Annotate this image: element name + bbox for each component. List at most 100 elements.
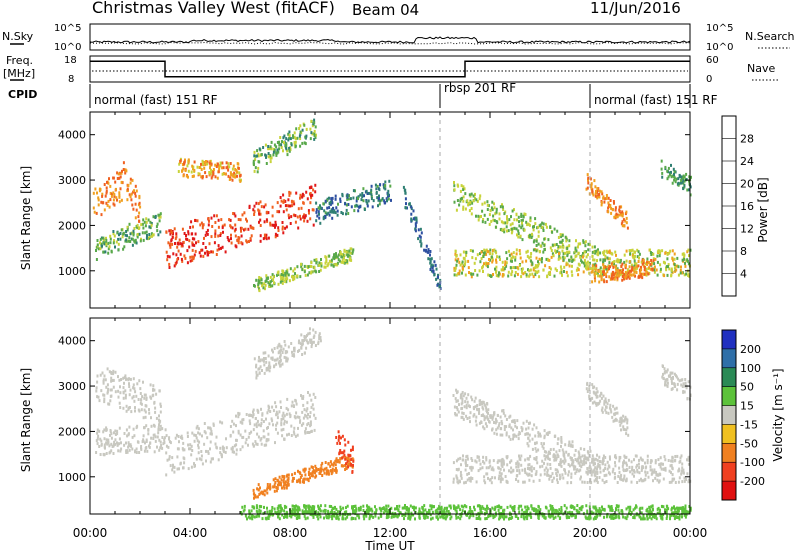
velocity-cell [140,398,142,401]
velocity-cell [594,466,596,469]
power-cell [253,162,255,165]
power-cell [516,233,518,236]
power-cell [137,224,139,227]
power-cell [615,209,617,212]
power-cell [130,178,132,181]
velocity-cell [119,391,121,394]
power-cell [212,171,214,174]
power-cell [120,232,122,235]
velocity-cell [323,517,325,520]
power-cell [533,225,535,228]
nave-tick-low: 0 [706,74,712,85]
power-cell [603,253,605,256]
velocity-cell [502,465,504,468]
velocity-cell [187,435,189,438]
velocity-cell [460,471,462,474]
velocity-cell [619,471,621,474]
velocity-cell [528,473,530,476]
power-cell [130,198,132,201]
velocity-cell [519,472,521,475]
power-cell [496,255,498,258]
velocity-cell [515,466,517,469]
velocity-cell [313,336,315,339]
power-cell [351,205,353,208]
velocity-cell [505,425,507,428]
velocity-cell [479,467,481,470]
velocity-cell [342,507,344,510]
velocity-cell [533,423,535,426]
velocity-cell [340,436,342,439]
velocity-cell [282,428,284,431]
velocity-cell [113,452,115,455]
velocity-cell [469,405,471,408]
power-cell [142,231,144,234]
power-cell [128,236,130,239]
power-cell [521,224,523,227]
velocity-cell [280,400,282,403]
velocity-cell [128,444,130,447]
velocity-cell [283,417,285,420]
power-cell [313,209,315,212]
velocity-cell [572,459,574,462]
power-cell [198,172,200,175]
velocity-cell [271,406,273,409]
power-cell [536,271,538,274]
velocity-cell [277,358,279,361]
velocity-cell [258,356,260,359]
velocity-cell [681,454,683,457]
velocity-cell [475,416,477,419]
power-cell [291,204,293,207]
velocity-cell [482,460,484,463]
power-cell [506,217,508,220]
velocity-cell [275,477,277,480]
power-cell [579,256,581,259]
power-cell [275,152,277,155]
power-cell [359,205,361,208]
velocity-cell [555,516,557,519]
power-cell [603,250,605,253]
velocity-cell [110,371,112,374]
velocity-cell [350,463,352,466]
velocity-cell [510,471,512,474]
power-cell [462,208,464,211]
velocity-cell [283,348,285,351]
power-cell [436,268,438,271]
velocity-cell [614,464,616,467]
power-cell [495,251,497,254]
power-cell [301,207,303,210]
power-cell [608,197,610,200]
velocity-cell [458,403,460,406]
velocity-cell [338,435,340,438]
power-cell [583,241,585,244]
velocity-cell [568,470,570,473]
velocity-cell [651,473,653,476]
velocity-cell [456,391,458,394]
power-cell [346,209,348,212]
power-cell [535,264,537,267]
power-cell [252,208,254,211]
velocity-cell [592,454,594,457]
velocity-cell [109,399,111,402]
power-cell [118,196,120,199]
power-cell [652,268,654,271]
velocity-cell [321,474,323,477]
power-cell [171,243,173,246]
power-cell [261,278,263,281]
velocity-cell [98,445,100,448]
power-cell [502,275,504,278]
power-cell [291,200,293,203]
velocity-cell [148,445,150,448]
velocity-cell [470,480,472,483]
power-cell [499,258,501,261]
power-cell [657,261,659,264]
power-cell [295,137,297,140]
velocity-cell [327,462,329,465]
velocity-cell [299,419,301,422]
velocity-cell [554,435,556,438]
power-cell [288,214,290,217]
power-cell [504,263,506,266]
velocity-cell [302,480,304,483]
velocity-cell [245,441,247,444]
power-cell [297,137,299,140]
power-cell [272,224,274,227]
